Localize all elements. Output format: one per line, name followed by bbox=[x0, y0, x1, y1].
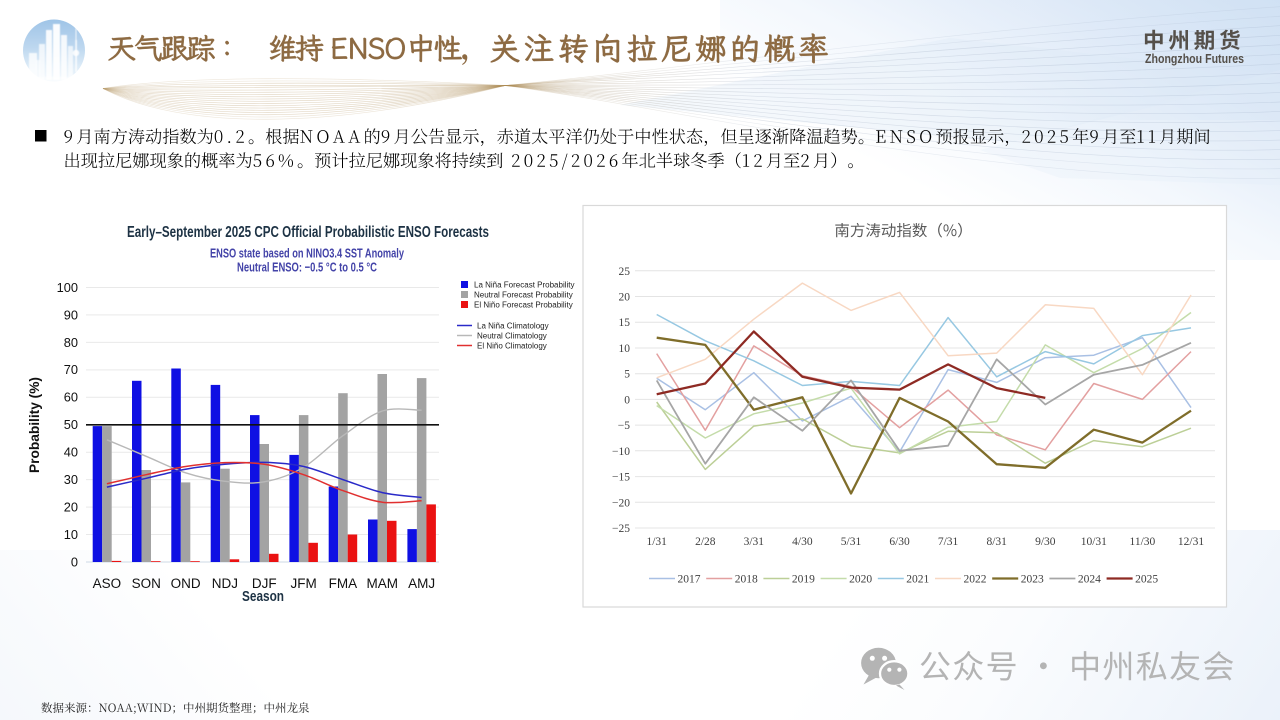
svg-text:AMJ: AMJ bbox=[408, 576, 435, 591]
svg-text:La Niña Climatology: La Niña Climatology bbox=[477, 322, 549, 331]
svg-text:9/30: 9/30 bbox=[1035, 536, 1056, 548]
svg-text:20: 20 bbox=[64, 500, 78, 515]
svg-text:SON: SON bbox=[132, 576, 161, 591]
svg-text:Neutral Forecast Probability: Neutral Forecast Probability bbox=[474, 291, 573, 300]
svg-text:2024: 2024 bbox=[1078, 574, 1101, 586]
svg-text:2017: 2017 bbox=[678, 574, 701, 586]
svg-text:2018: 2018 bbox=[735, 574, 758, 586]
svg-text:5/31: 5/31 bbox=[841, 536, 862, 548]
svg-text:Probability (%): Probability (%) bbox=[26, 377, 42, 473]
svg-text:La Niña Forecast Probability: La Niña Forecast Probability bbox=[474, 281, 575, 290]
svg-text:2021: 2021 bbox=[906, 574, 929, 586]
svg-text:−5: −5 bbox=[618, 420, 630, 432]
svg-text:8/31: 8/31 bbox=[986, 536, 1007, 548]
svg-text:30: 30 bbox=[64, 472, 78, 487]
svg-text:15: 15 bbox=[619, 317, 631, 329]
svg-text:Early–September 2025 CPC Offic: Early–September 2025 CPC Official Probab… bbox=[127, 224, 489, 241]
svg-text:25: 25 bbox=[619, 266, 631, 278]
svg-text:12/31: 12/31 bbox=[1178, 536, 1204, 548]
svg-text:Zhongzhou Futures: Zhongzhou Futures bbox=[1145, 51, 1244, 66]
svg-text:0: 0 bbox=[624, 394, 630, 406]
svg-text:−25: −25 bbox=[612, 523, 630, 535]
svg-text:80: 80 bbox=[64, 335, 78, 350]
svg-text:2020: 2020 bbox=[849, 574, 872, 586]
svg-text:7/31: 7/31 bbox=[938, 536, 959, 548]
svg-text:90: 90 bbox=[64, 307, 78, 322]
svg-text:ASO: ASO bbox=[93, 576, 122, 591]
svg-text:10: 10 bbox=[64, 527, 78, 542]
svg-text:10/31: 10/31 bbox=[1081, 536, 1107, 548]
svg-text:2019: 2019 bbox=[792, 574, 815, 586]
svg-text:2/28: 2/28 bbox=[695, 536, 716, 548]
svg-text:6/30: 6/30 bbox=[889, 536, 910, 548]
svg-text:10: 10 bbox=[619, 343, 631, 355]
svg-text:MAM: MAM bbox=[367, 576, 399, 591]
svg-text:Neutral ENSO: −0.5 °C to 0.5 °: Neutral ENSO: −0.5 °C to 0.5 °C bbox=[237, 260, 377, 275]
svg-text:−20: −20 bbox=[612, 497, 630, 509]
svg-text:2025: 2025 bbox=[1135, 574, 1158, 586]
svg-text:ENSO state based on NINO3.4 SS: ENSO state based on NINO3.4 SST Anomaly bbox=[210, 246, 405, 261]
svg-text:4/30: 4/30 bbox=[792, 536, 813, 548]
svg-text:20: 20 bbox=[619, 292, 631, 304]
svg-text:DJF: DJF bbox=[252, 576, 277, 591]
svg-text:50: 50 bbox=[64, 417, 78, 432]
svg-text:1/31: 1/31 bbox=[646, 536, 667, 548]
svg-text:2023: 2023 bbox=[1021, 574, 1044, 586]
svg-text:0: 0 bbox=[71, 554, 78, 569]
svg-text:−10: −10 bbox=[612, 446, 630, 458]
svg-text:Neutral Climatology: Neutral Climatology bbox=[477, 332, 547, 341]
svg-text:OND: OND bbox=[171, 576, 201, 591]
svg-text:JFM: JFM bbox=[290, 576, 316, 591]
svg-text:NDJ: NDJ bbox=[212, 576, 238, 591]
svg-text:60: 60 bbox=[64, 390, 78, 405]
svg-text:3/31: 3/31 bbox=[744, 536, 765, 548]
svg-text:FMA: FMA bbox=[329, 576, 358, 591]
svg-text:Season: Season bbox=[242, 588, 284, 605]
svg-text:−15: −15 bbox=[612, 472, 630, 484]
svg-text:2022: 2022 bbox=[964, 574, 987, 586]
svg-text:5: 5 bbox=[624, 369, 630, 381]
svg-text:70: 70 bbox=[64, 362, 78, 377]
svg-text:40: 40 bbox=[64, 445, 78, 460]
svg-text:100: 100 bbox=[57, 280, 78, 295]
svg-text:El Niño Forecast Probability: El Niño Forecast Probability bbox=[474, 301, 573, 310]
svg-text:El Niño Climatology: El Niño Climatology bbox=[477, 342, 547, 351]
svg-text:11/30: 11/30 bbox=[1130, 536, 1156, 548]
